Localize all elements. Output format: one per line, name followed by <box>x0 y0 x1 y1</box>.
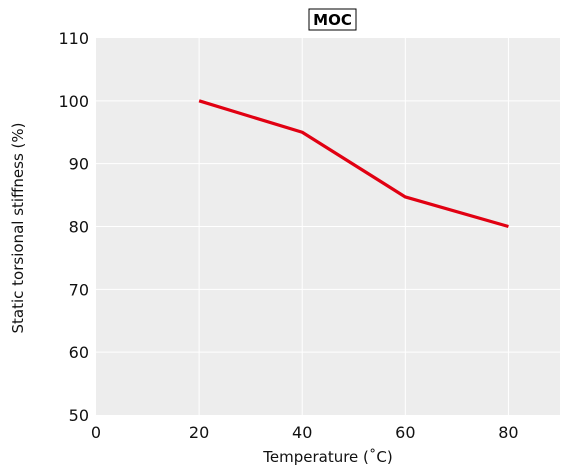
series-line <box>198 99 509 229</box>
y-tick-label: 60 <box>69 343 89 362</box>
chart-title: MOC <box>313 11 352 29</box>
chart-title-box <box>308 8 357 31</box>
y-axis-label: Static torsional stiffness (%) <box>9 123 27 334</box>
x-tick-label: 80 <box>498 423 518 442</box>
y-tick-label: 100 <box>58 92 89 111</box>
y-tick-label: 80 <box>69 218 89 237</box>
y-tick-label: 90 <box>69 155 89 174</box>
y-tick-label: 110 <box>58 29 89 48</box>
x-tick-labels: 0 20 40 60 80 <box>91 423 519 442</box>
grid-lines <box>96 38 560 415</box>
x-tick-label: 60 <box>395 423 415 442</box>
x-tick-label: 40 <box>292 423 312 442</box>
y-tick-label: 70 <box>69 280 89 299</box>
x-tick-label: 0 <box>91 423 101 442</box>
x-tick-label: 20 <box>189 423 209 442</box>
series-lines <box>198 99 509 229</box>
y-tick-label: 50 <box>69 406 89 425</box>
x-axis-label: Temperature (˚C) <box>262 448 392 465</box>
y-tick-labels: 50 60 70 80 90 100 110 <box>58 29 89 425</box>
